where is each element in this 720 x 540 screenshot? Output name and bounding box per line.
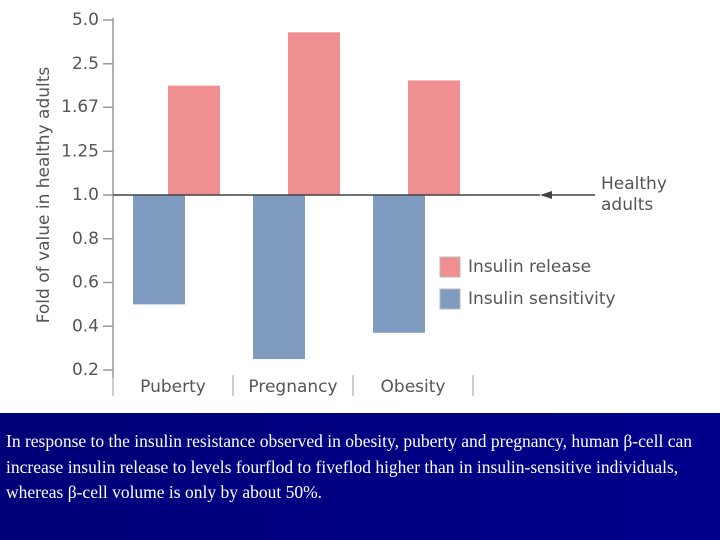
legend-label: Insulin release: [468, 257, 591, 277]
y-tick-label: 5.0: [72, 10, 99, 30]
annotation: Healthy: [601, 174, 667, 194]
y-tick-label: 0.6: [72, 273, 99, 293]
legend-swatch: [439, 288, 461, 310]
legend-label: Insulin sensitivity: [468, 289, 616, 309]
y-tick-label: 1.67: [61, 97, 99, 117]
caption: In response to the insulin resistance ob…: [0, 413, 720, 540]
y-tick-label: 0.4: [72, 316, 99, 336]
chart: Fold of value in healthy adults 0.2 0.4 0.…: [34, 10, 667, 397]
y-tick-label: 2.5: [72, 54, 99, 74]
bar: [408, 80, 460, 195]
y-tick-label: 0.2: [72, 360, 99, 380]
y-tick-label: 1.25: [61, 141, 99, 161]
x-tick-label: Puberty: [140, 377, 206, 397]
x-tick-label: Obesity: [381, 377, 446, 397]
legend-swatch: [439, 256, 461, 278]
bar: [373, 195, 425, 333]
y-tick-label: 0.8: [72, 229, 99, 249]
annotation: adults: [601, 195, 653, 215]
bar: [253, 195, 305, 360]
y-axis-label: Fold of value in healthy adults: [34, 67, 54, 324]
bar: [288, 32, 340, 195]
y-tick-label: 1.0: [72, 185, 99, 205]
arrow-head: [540, 191, 552, 199]
bar: [133, 195, 185, 305]
x-tick-label: Pregnancy: [248, 377, 337, 397]
bar: [168, 85, 220, 195]
